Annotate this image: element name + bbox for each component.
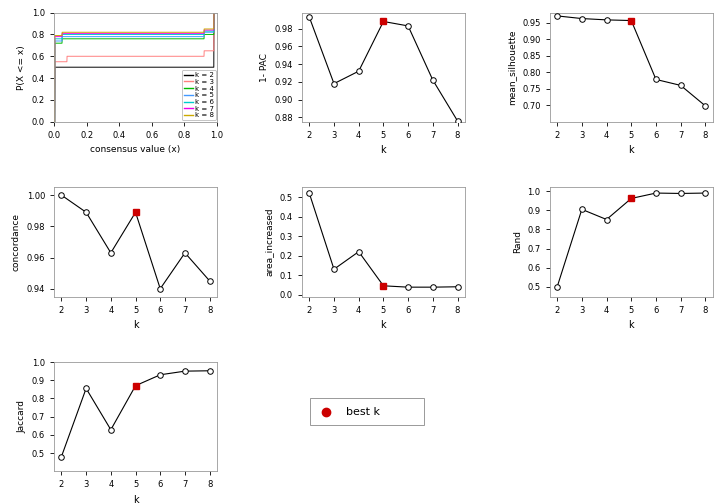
Y-axis label: 1- PAC: 1- PAC [260, 53, 269, 82]
Y-axis label: P(X <= x): P(X <= x) [17, 45, 26, 90]
Y-axis label: Jaccard: Jaccard [17, 400, 26, 433]
Text: best k: best k [346, 407, 380, 417]
Y-axis label: mean_silhouette: mean_silhouette [508, 29, 517, 105]
X-axis label: k: k [381, 320, 386, 330]
Y-axis label: Rand: Rand [513, 230, 522, 254]
Legend: k = 2, k = 3, k = 4, k = 5, k = 6, k = 7, k = 8: k = 2, k = 3, k = 4, k = 5, k = 6, k = 7… [182, 70, 216, 120]
X-axis label: k: k [381, 145, 386, 155]
X-axis label: k: k [629, 145, 634, 155]
Y-axis label: area_increased: area_increased [265, 208, 274, 276]
Y-axis label: concordance: concordance [12, 213, 21, 271]
X-axis label: consensus value (x): consensus value (x) [91, 145, 181, 154]
Bar [310, 398, 424, 425]
X-axis label: k: k [132, 320, 138, 330]
X-axis label: k: k [132, 495, 138, 504]
X-axis label: k: k [629, 320, 634, 330]
